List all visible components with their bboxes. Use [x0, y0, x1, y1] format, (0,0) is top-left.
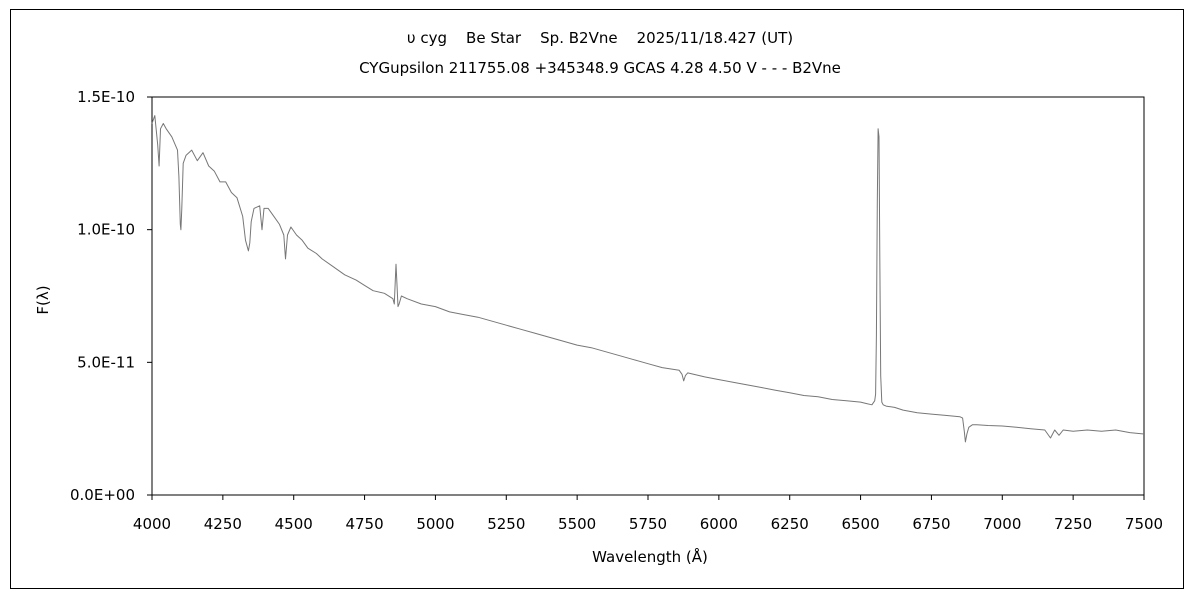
- x-tick-label: 5750: [629, 515, 667, 533]
- x-tick-label: 7500: [1125, 515, 1163, 533]
- series-layer: [151, 115, 1145, 443]
- y-tick-label: 0.0E+00: [70, 486, 135, 504]
- x-tick-label: 4000: [133, 515, 171, 533]
- x-tick-label: 6750: [912, 515, 950, 533]
- y-tick-label: 1.0E-10: [77, 221, 135, 239]
- x-tick-label: 6500: [841, 515, 879, 533]
- plot-border: [151, 96, 1145, 496]
- x-tick-label: 4250: [204, 515, 242, 533]
- y-axis-label: F(λ): [34, 285, 52, 314]
- chart-title: υ cyg Be Star Sp. B2Vne 2025/11/18.427 (…: [406, 29, 794, 47]
- x-tick-label: 5500: [558, 515, 596, 533]
- plot-area: [151, 96, 1145, 496]
- x-tick-label: 6000: [700, 515, 738, 533]
- y-axis: 0.0E+00 5.0E-11 1.0E-10 1.5E-10: [70, 88, 152, 504]
- x-tick-label: 6250: [771, 515, 809, 533]
- y-tick-label: 1.5E-10: [77, 88, 135, 106]
- x-axis: 4000 4250 4500 4750 5000 5250 5500 5750 6000 6250…: [133, 495, 1163, 533]
- x-tick-label: 5250: [487, 515, 525, 533]
- y-tick-label: 5.0E-11: [77, 353, 135, 371]
- x-tick-label: 4500: [275, 515, 313, 533]
- spectrum-line: [151, 115, 1145, 443]
- chart-subtitle: CYGupsilon 211755.08 +345348.9 GCAS 4.28…: [359, 59, 841, 77]
- x-tick-label: 7250: [1054, 515, 1092, 533]
- chart-frame: [10, 9, 1184, 589]
- x-tick-label: 4750: [345, 515, 383, 533]
- x-tick-label: 5000: [416, 515, 454, 533]
- x-axis-label: Wavelength (Å): [592, 547, 708, 566]
- x-tick-label: 7000: [983, 515, 1021, 533]
